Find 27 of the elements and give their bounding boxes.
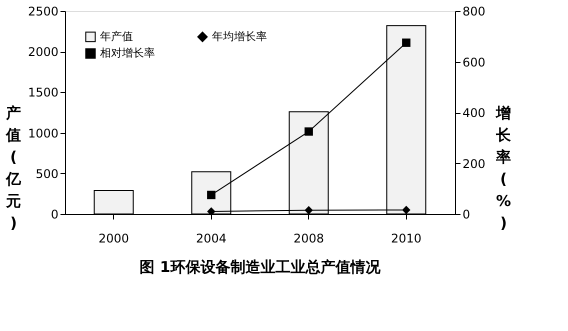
y-tick-label: 2000 (28, 45, 58, 60)
y2-tick-label: 200 (462, 156, 486, 171)
y2-tick-label: 400 (462, 106, 486, 120)
y2-tick-label: 600 (462, 55, 486, 70)
x-tick-label: 2008 (293, 232, 324, 246)
x-tick-label: 2004 (196, 232, 227, 246)
legend-label: 相对增长率 (100, 46, 155, 60)
y-tick-label: 1500 (28, 86, 58, 100)
x-tick-label: 2000 (98, 232, 130, 246)
y2-tick-label: 800 (462, 4, 486, 18)
y2-tick-label: 0 (462, 208, 470, 222)
y-tick-label: 0 (50, 208, 58, 222)
point (207, 190, 216, 200)
point (402, 38, 410, 47)
legend-label: 年均增长率 (212, 30, 267, 43)
legend-label: 年产值 (100, 30, 133, 43)
point (304, 127, 313, 136)
text: 图 1环保设备制造业工业总产值情况 (140, 258, 382, 276)
y2-axis-title: 增长率(%) (495, 104, 512, 232)
point (402, 206, 410, 214)
x-tick-label: 2010 (390, 232, 422, 246)
y-axis-title: 产值(亿元) (5, 104, 22, 232)
point (207, 207, 216, 216)
y-tick-label: 500 (36, 166, 58, 181)
y-tick-label: 2500 (28, 4, 58, 18)
y-tick-label: 1000 (28, 126, 58, 140)
point (304, 206, 313, 214)
